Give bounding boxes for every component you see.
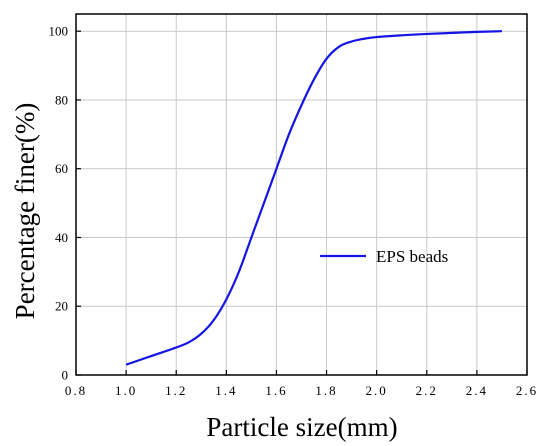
x-tick-label: 2.4 — [466, 383, 488, 398]
y-tick-label: 60 — [55, 161, 68, 176]
x-tick-label: 2.6 — [516, 383, 538, 398]
series-lines — [125, 30, 502, 366]
y-tick-label: 20 — [55, 299, 68, 314]
y-tick-label: 0 — [62, 368, 69, 383]
x-tick-label: 1.6 — [265, 383, 287, 398]
y-tick-label: 80 — [55, 92, 68, 107]
y-tick-label: 40 — [55, 230, 68, 245]
x-tick-labels: 0.8 1.0 1.2 1.4 1.6 1.8 2.0 2.2 2.4 2.6 — [65, 383, 538, 398]
x-axis-title: Particle size(mm) — [206, 412, 397, 442]
x-tick-label: 1.2 — [165, 383, 187, 398]
y-tick-label: 100 — [49, 24, 69, 39]
y-tick-labels: 0 20 40 60 80 100 — [49, 24, 69, 383]
x-tick-label: 0.8 — [65, 383, 87, 398]
grid-lines — [76, 14, 527, 375]
plot-frame — [75, 13, 528, 376]
x-tick-label: 1.8 — [315, 383, 337, 398]
legend: EPS beads — [320, 247, 448, 266]
x-tick-label: 1.4 — [215, 383, 237, 398]
series-line-eps-beads — [125, 30, 502, 366]
axis-ticks — [75, 30, 528, 376]
x-tick-label: 1.0 — [115, 383, 137, 398]
x-tick-label: 2.0 — [366, 383, 388, 398]
legend-label-eps-beads: EPS beads — [376, 247, 448, 266]
y-axis-title: Percentage finer(%) — [10, 103, 40, 320]
x-tick-label: 2.2 — [416, 383, 438, 398]
